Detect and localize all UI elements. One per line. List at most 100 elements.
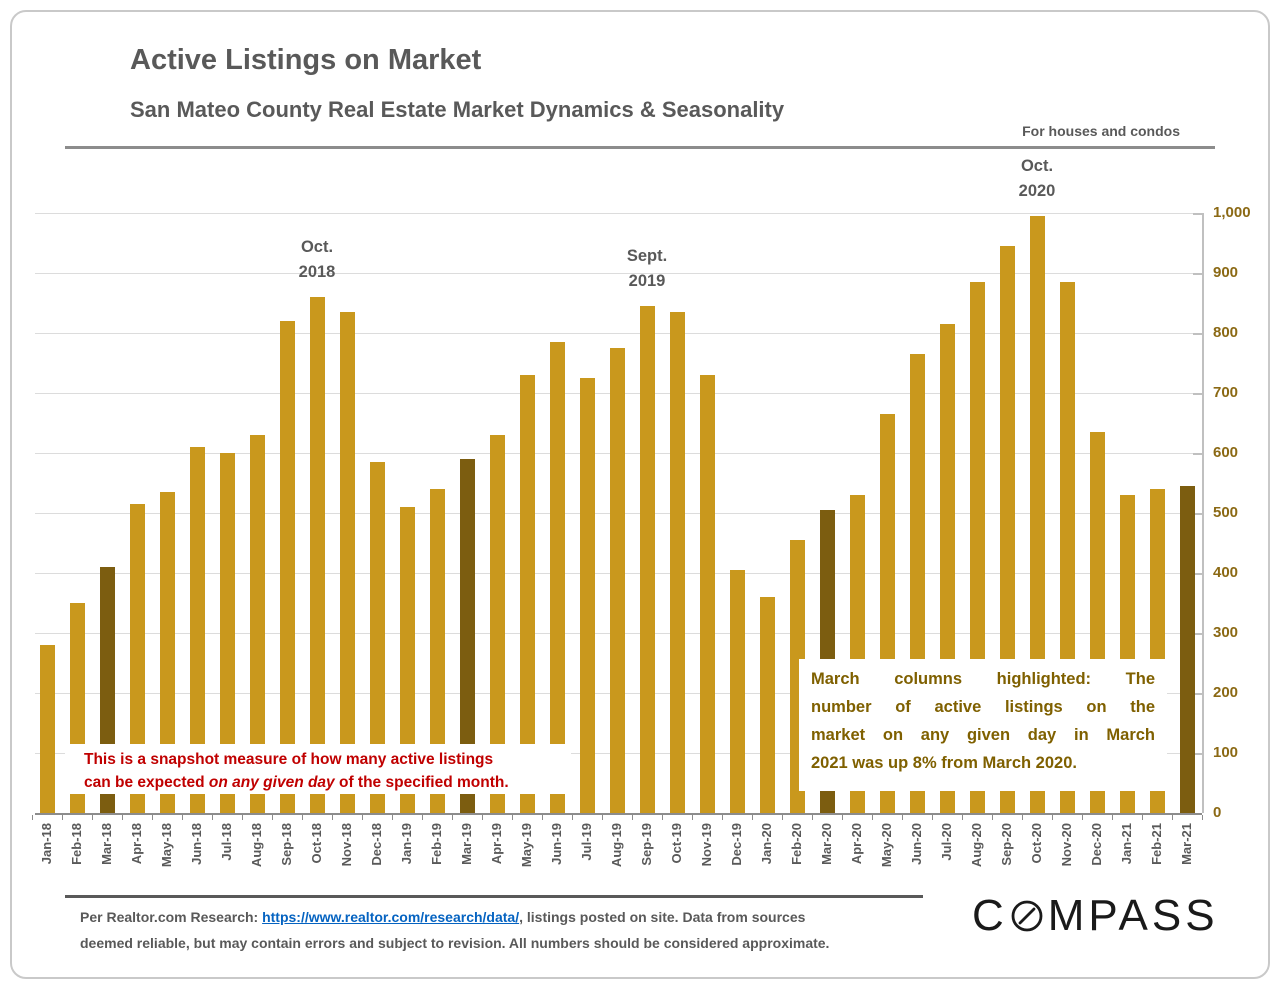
x-axis-tick-36 xyxy=(1112,815,1113,820)
bar-Oct-19 xyxy=(669,312,685,813)
x-axis-label-May-19: May-19 xyxy=(519,823,534,868)
y-axis-tick-200 xyxy=(1193,693,1202,695)
x-axis-tick-13 xyxy=(422,815,423,820)
x-axis-tick-25 xyxy=(782,815,783,820)
y-axis-tick-400 xyxy=(1193,573,1202,575)
x-axis-label-Sep-18: Sep-18 xyxy=(279,823,294,866)
realtor-research-link[interactable]: https://www.realtor.com/research/data/ xyxy=(262,909,520,925)
march-note-line4: 2021 was up 8% from March 2020. xyxy=(811,754,1077,772)
x-axis-label-Aug-18: Aug-18 xyxy=(249,823,264,868)
snapshot-note-line1: This is a snapshot measure of how many a… xyxy=(84,751,494,768)
x-axis-label-Apr-20: Apr-20 xyxy=(849,823,864,865)
x-axis-label-Feb-18: Feb-18 xyxy=(69,823,84,865)
bar-Jul-19 xyxy=(579,378,595,813)
march-note-line2: number of active listings on the xyxy=(811,698,1155,716)
march-highlight-note: March columns highlighted: The number of… xyxy=(799,659,1167,791)
bar-Dec-19 xyxy=(729,570,745,813)
x-axis-label-Nov-18: Nov-18 xyxy=(339,823,354,867)
x-axis-line xyxy=(35,813,1202,815)
annotation-Oct-18-line2: 2018 xyxy=(298,263,336,281)
y-axis-label-800: 800 xyxy=(1213,324,1239,341)
x-axis-label-Dec-18: Dec-18 xyxy=(369,823,384,866)
x-axis-tick-7 xyxy=(242,815,243,820)
x-axis-tick-14 xyxy=(452,815,453,820)
x-axis-tick-24 xyxy=(752,815,753,820)
bar-May-19 xyxy=(519,375,535,813)
x-axis-label-Oct-19: Oct-19 xyxy=(669,823,684,864)
y-axis-line xyxy=(1202,213,1204,813)
x-axis-label-Feb-21: Feb-21 xyxy=(1149,823,1164,865)
bar-Jun-18 xyxy=(189,447,205,813)
x-axis-tick-4 xyxy=(152,815,153,820)
bar-Sep-18 xyxy=(279,321,295,813)
x-axis-tick-37 xyxy=(1142,815,1143,820)
y-axis-label-700: 700 xyxy=(1213,384,1239,401)
header-divider xyxy=(65,146,1215,149)
bar-Aug-18 xyxy=(249,435,265,813)
x-axis-label-Feb-20: Feb-20 xyxy=(789,823,804,865)
y-axis-label-900: 900 xyxy=(1213,264,1239,281)
x-axis-label-Dec-19: Dec-19 xyxy=(729,823,744,866)
x-axis-tick-5 xyxy=(182,815,183,820)
x-axis-label-Jun-20: Jun-20 xyxy=(909,823,924,865)
y-axis-tick-500 xyxy=(1193,513,1202,515)
x-axis-label-Mar-20: Mar-20 xyxy=(819,823,834,865)
bar-Oct-18 xyxy=(309,297,325,813)
x-axis-label-Sep-19: Sep-19 xyxy=(639,823,654,866)
bar-Mar-19 xyxy=(459,459,475,813)
footer-line1-pre: Per Realtor.com Research: xyxy=(80,909,263,925)
y-axis-tick-100 xyxy=(1193,753,1202,755)
chart-scope-label: For houses and condos xyxy=(1022,123,1180,139)
x-axis-tick-26 xyxy=(812,815,813,820)
x-axis-label-Apr-19: Apr-19 xyxy=(489,823,504,865)
y-axis-tick-800 xyxy=(1193,333,1202,335)
y-axis-label-600: 600 xyxy=(1213,444,1239,461)
x-axis-label-May-18: May-18 xyxy=(159,823,174,868)
bar-Jan-19 xyxy=(399,507,415,813)
annotation-Sep-19-line1: Sept. xyxy=(626,247,668,265)
x-axis-tick-3 xyxy=(122,815,123,820)
y-axis-tick-600 xyxy=(1193,453,1202,455)
x-axis-tick-11 xyxy=(362,815,363,820)
x-axis-tick-0 xyxy=(32,815,33,820)
x-axis-label-Nov-19: Nov-19 xyxy=(699,823,714,867)
snapshot-note-line2-pre: can be expected xyxy=(84,774,209,791)
x-axis-tick-38 xyxy=(1172,815,1173,820)
y-axis-label-500: 500 xyxy=(1213,504,1239,521)
x-axis-label-Mar-18: Mar-18 xyxy=(99,823,114,865)
x-axis-tick-28 xyxy=(872,815,873,820)
bar-Jul-18 xyxy=(219,453,235,813)
x-axis-tick-20 xyxy=(632,815,633,820)
y-axis-label-400: 400 xyxy=(1213,564,1239,581)
bar-Jan-18 xyxy=(39,645,55,813)
x-axis-tick-22 xyxy=(692,815,693,820)
y-axis-label-100: 100 xyxy=(1213,744,1239,761)
x-axis-label-Jun-18: Jun-18 xyxy=(189,823,204,865)
x-axis-label-Apr-18: Apr-18 xyxy=(129,823,144,865)
x-axis-label-Feb-19: Feb-19 xyxy=(429,823,444,865)
x-axis-tick-16 xyxy=(512,815,513,820)
x-axis-label-May-20: May-20 xyxy=(879,823,894,868)
x-axis-tick-1 xyxy=(62,815,63,820)
snapshot-note-line2-italic: on any given day xyxy=(208,774,335,791)
gridline-800 xyxy=(35,333,1202,334)
x-axis-tick-2 xyxy=(92,815,93,820)
x-axis-label-Mar-19: Mar-19 xyxy=(459,823,474,865)
y-axis-tick-700 xyxy=(1193,393,1202,395)
page-title: Active Listings on Market xyxy=(130,44,482,76)
y-axis-label-200: 200 xyxy=(1213,684,1239,701)
snapshot-note: This is a snapshot measure of how many a… xyxy=(65,744,571,794)
snapshot-note-line2-post: of the specified month. xyxy=(334,774,509,791)
x-axis-label-Dec-20: Dec-20 xyxy=(1089,823,1104,866)
footer-disclaimer: Per Realtor.com Research: https://www.re… xyxy=(80,904,925,956)
x-axis-label-Jan-18: Jan-18 xyxy=(39,823,54,865)
x-axis-label-Nov-20: Nov-20 xyxy=(1059,823,1074,867)
x-axis-tick-27 xyxy=(842,815,843,820)
march-note-line1: March columns highlighted: The xyxy=(811,670,1155,688)
bar-Nov-19 xyxy=(699,375,715,813)
footer-divider xyxy=(65,895,923,898)
x-axis-tick-29 xyxy=(902,815,903,820)
footer-line2: deemed reliable, but may contain errors … xyxy=(80,935,830,951)
